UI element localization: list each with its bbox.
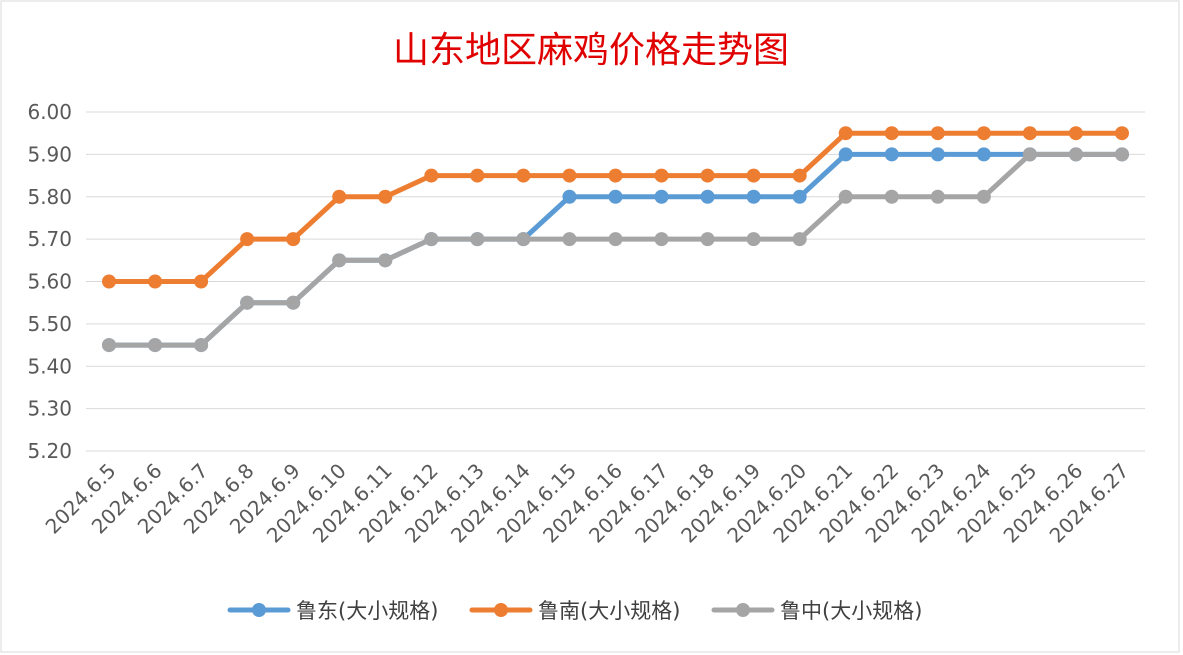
data-point bbox=[148, 274, 163, 289]
legend-swatch-marker bbox=[252, 603, 266, 617]
legend-swatch-marker bbox=[736, 603, 750, 617]
data-point bbox=[930, 126, 945, 141]
data-point bbox=[148, 338, 163, 353]
data-point bbox=[608, 189, 623, 204]
data-point bbox=[194, 274, 209, 289]
y-tick-label: 5.40 bbox=[27, 354, 72, 378]
data-point bbox=[884, 147, 899, 162]
data-point bbox=[516, 232, 531, 247]
data-point bbox=[102, 274, 117, 289]
data-point bbox=[562, 189, 577, 204]
data-point bbox=[976, 126, 991, 141]
data-point bbox=[792, 189, 807, 204]
legend-item: 鲁中(大小规格) bbox=[711, 599, 922, 623]
y-tick-label: 5.90 bbox=[27, 142, 72, 166]
data-point bbox=[470, 232, 485, 247]
data-point bbox=[838, 126, 853, 141]
data-point bbox=[654, 189, 669, 204]
data-point bbox=[1022, 147, 1037, 162]
legend-item: 鲁南(大小规格) bbox=[469, 599, 680, 623]
data-point bbox=[792, 168, 807, 183]
y-tick-label: 6.00 bbox=[27, 100, 72, 124]
y-tick-label: 5.50 bbox=[27, 312, 72, 336]
data-point bbox=[470, 168, 485, 183]
y-tick-label: 5.20 bbox=[27, 439, 72, 463]
data-point bbox=[838, 189, 853, 204]
data-point bbox=[746, 232, 761, 247]
data-point bbox=[286, 232, 301, 247]
data-point bbox=[424, 168, 439, 183]
data-point bbox=[332, 253, 347, 268]
series-3 bbox=[102, 147, 1129, 353]
legend-label: 鲁东(大小规格) bbox=[296, 599, 438, 623]
data-point bbox=[1022, 126, 1037, 141]
y-tick-label: 5.60 bbox=[27, 270, 72, 294]
data-point bbox=[562, 168, 577, 183]
series-2 bbox=[102, 126, 1129, 289]
data-point bbox=[562, 232, 577, 247]
data-point bbox=[608, 232, 623, 247]
data-point bbox=[746, 189, 761, 204]
data-point bbox=[424, 232, 439, 247]
legend: 鲁东(大小规格) 鲁南(大小规格) 鲁中(大小规格) bbox=[227, 599, 922, 623]
data-point bbox=[700, 189, 715, 204]
data-point bbox=[700, 168, 715, 183]
series-lines bbox=[102, 126, 1129, 353]
legend-label: 鲁中(大小规格) bbox=[780, 599, 922, 623]
data-point bbox=[240, 232, 255, 247]
data-point bbox=[930, 147, 945, 162]
y-tick-label: 5.30 bbox=[27, 397, 72, 421]
data-point bbox=[378, 253, 393, 268]
data-point bbox=[1114, 147, 1129, 162]
y-axis-tick-labels: 6.00 5.90 5.80 5.70 5.60 5.50 5.40 5.30 5.20 bbox=[27, 100, 72, 463]
data-point bbox=[1114, 126, 1129, 141]
data-point bbox=[1068, 126, 1083, 141]
data-point bbox=[792, 232, 807, 247]
data-point bbox=[884, 126, 899, 141]
chart-title: 山东地区麻鸡价格走势图 bbox=[393, 30, 789, 71]
data-point bbox=[884, 189, 899, 204]
y-tick-label: 5.80 bbox=[27, 185, 72, 209]
data-point bbox=[654, 168, 669, 183]
data-point bbox=[102, 338, 117, 353]
data-point bbox=[378, 189, 393, 204]
data-point bbox=[838, 147, 853, 162]
data-point bbox=[608, 168, 623, 183]
legend-label: 鲁南(大小规格) bbox=[538, 599, 680, 623]
data-point bbox=[332, 189, 347, 204]
data-point bbox=[930, 189, 945, 204]
legend-item: 鲁东(大小规格) bbox=[227, 599, 438, 623]
data-point bbox=[654, 232, 669, 247]
data-point bbox=[746, 168, 761, 183]
data-point bbox=[240, 295, 255, 310]
legend-swatch-marker bbox=[494, 603, 508, 617]
data-point bbox=[194, 338, 209, 353]
data-point bbox=[286, 295, 301, 310]
y-tick-label: 5.70 bbox=[27, 227, 72, 251]
data-point bbox=[516, 168, 531, 183]
data-point bbox=[1068, 147, 1083, 162]
data-point bbox=[976, 189, 991, 204]
data-point bbox=[976, 147, 991, 162]
data-point bbox=[700, 232, 715, 247]
